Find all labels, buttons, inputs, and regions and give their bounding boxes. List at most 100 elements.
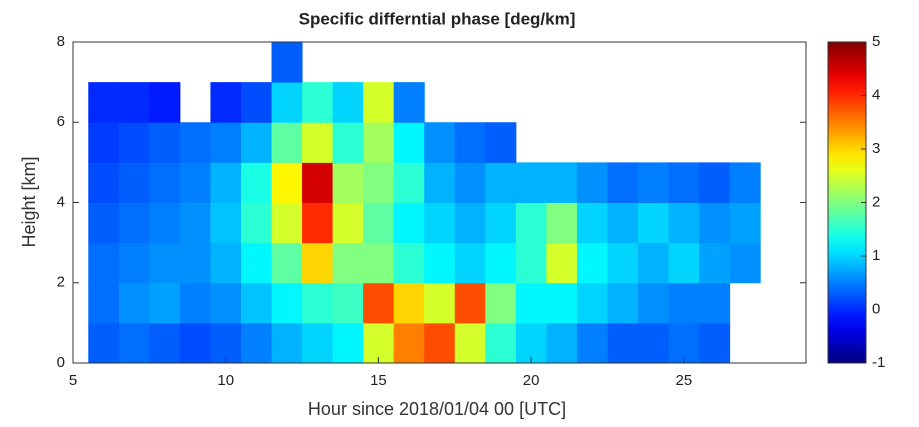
heatmap-cell [638, 322, 670, 364]
heatmap-cell [393, 122, 425, 163]
heatmap-cell [240, 202, 273, 244]
heatmap-cell [302, 322, 334, 364]
heatmap-cell [424, 162, 456, 203]
heatmap-cell [88, 122, 120, 163]
heatmap-cell [485, 242, 517, 284]
heatmap-cell [332, 162, 364, 203]
heatmap-cell [149, 242, 181, 284]
heatmap-cell [699, 202, 731, 244]
heatmap-cell [88, 202, 120, 244]
heatmap-cell [240, 82, 273, 123]
x-tick-label: 20 [523, 372, 540, 389]
heatmap-cell [668, 162, 700, 203]
heatmap-cell [179, 122, 211, 163]
heatmap-cell [179, 282, 211, 324]
heatmap-cell [240, 282, 273, 324]
heatmap-cell [638, 242, 670, 284]
heatmap-cell [271, 282, 303, 324]
colorbar-fill [828, 42, 866, 363]
heatmap-cell [271, 162, 303, 203]
heatmap-cell [332, 202, 364, 244]
heatmap-cell [363, 82, 395, 123]
heatmap-cell [179, 162, 211, 203]
heatmap-cell [363, 242, 395, 284]
heatmap-cell [607, 322, 639, 364]
heatmap [88, 42, 761, 364]
heatmap-cell [88, 282, 120, 324]
heatmap-cell [454, 282, 486, 324]
heatmap-cell [149, 162, 181, 203]
heatmap-cell [485, 162, 517, 203]
heatmap-cell [363, 282, 395, 324]
heatmap-cell [271, 322, 303, 364]
heatmap-cell [179, 242, 211, 284]
heatmap-cell [210, 322, 242, 364]
heatmap-cell [363, 162, 395, 203]
chart-title: Specific differntial phase [deg/km] [299, 9, 576, 28]
heatmap-cell [393, 82, 425, 123]
heatmap-cell [485, 282, 517, 324]
heatmap-cell [393, 242, 425, 284]
heatmap-cell [240, 122, 273, 163]
heatmap-cell [302, 82, 334, 123]
heatmap-cell [149, 202, 181, 244]
heatmap-cell [118, 122, 150, 163]
heatmap-cell [515, 162, 547, 203]
heatmap-cell [576, 242, 608, 284]
heatmap-cell [546, 242, 578, 284]
heatmap-cell [515, 242, 547, 284]
heatmap-cell [302, 242, 334, 284]
heatmap-cell [118, 322, 150, 364]
heatmap-cell [271, 122, 303, 163]
heatmap-cell [210, 202, 242, 244]
heatmap-cell [576, 322, 608, 364]
heatmap-cell [638, 282, 670, 324]
heatmap-cell [668, 282, 700, 324]
heatmap-cell [118, 162, 150, 203]
heatmap-cell [699, 242, 731, 284]
heatmap-cell [118, 242, 150, 284]
heatmap-cell [88, 242, 120, 284]
heatmap-cell [363, 322, 395, 364]
heatmap-cell [546, 322, 578, 364]
heatmap-cell [546, 282, 578, 324]
heatmap-cell [240, 322, 273, 364]
heatmap-cell [424, 322, 456, 364]
heatmap-cell [424, 202, 456, 244]
heatmap-cell [271, 82, 303, 123]
heatmap-cell [393, 202, 425, 244]
heatmap-cell [454, 122, 486, 163]
heatmap-cell [332, 122, 364, 163]
heatmap-cell [332, 322, 364, 364]
heatmap-cell [302, 122, 334, 163]
colorbar-tick-label: 3 [872, 140, 880, 157]
heatmap-cell [149, 82, 181, 123]
heatmap-cell [454, 242, 486, 284]
heatmap-cell [607, 202, 639, 244]
heatmap-cell [576, 162, 608, 203]
colorbar [828, 42, 866, 363]
y-tick-label: 6 [57, 113, 65, 130]
heatmap-cell [302, 162, 334, 203]
colorbar-tick-label: 4 [872, 86, 880, 103]
heatmap-cell [179, 202, 211, 244]
x-tick-label: 25 [675, 372, 692, 389]
heatmap-cell [149, 282, 181, 324]
heatmap-cell [393, 322, 425, 364]
heatmap-cell [576, 202, 608, 244]
colorbar-tick-label: 2 [872, 193, 880, 210]
heatmap-cell [424, 242, 456, 284]
y-tick-label: 0 [57, 354, 65, 371]
colorbar-tick-label: 1 [872, 247, 880, 264]
heatmap-cell [363, 122, 395, 163]
colorbar-tick-label: 0 [872, 300, 880, 317]
heatmap-cell [271, 242, 303, 284]
heatmap-cell [699, 282, 731, 324]
heatmap-cell [424, 122, 456, 163]
heatmap-cell [118, 282, 150, 324]
heatmap-cell [607, 242, 639, 284]
heatmap-cell [638, 162, 670, 203]
heatmap-cell [515, 322, 547, 364]
heatmap-cell [393, 162, 425, 203]
heatmap-cell [729, 162, 761, 203]
